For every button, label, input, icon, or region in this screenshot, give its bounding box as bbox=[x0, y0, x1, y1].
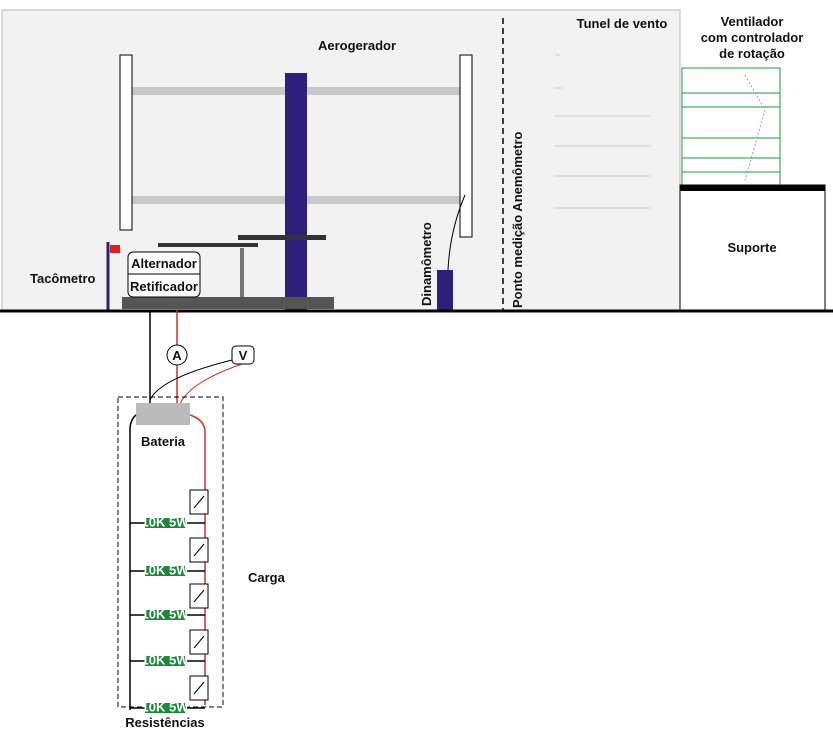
switch-blade bbox=[193, 495, 205, 509]
switch-blade bbox=[193, 635, 205, 649]
fan-label: com controlador bbox=[701, 30, 804, 45]
frame bbox=[119, 54, 133, 231]
alternator-label: Alternador bbox=[131, 256, 197, 271]
battery-label: Bateria bbox=[141, 434, 186, 449]
ammeter bbox=[166, 344, 188, 366]
dynamometer-label: Dinamômetro bbox=[419, 222, 434, 306]
resistor-label: 10K 5W bbox=[142, 607, 190, 622]
resistor-label: 10K 5W bbox=[142, 700, 190, 715]
resistor bbox=[145, 703, 185, 713]
support-label: Suporte bbox=[727, 240, 776, 255]
resistor-group: 10K 5W 10K 5W 10K 5W 10K 5W 10K 5W bbox=[130, 489, 209, 715]
resistor-label: 10K 5W bbox=[142, 653, 190, 668]
switch-blade bbox=[193, 589, 205, 603]
tachometer-label: Tacômetro bbox=[30, 271, 96, 286]
wire bbox=[149, 359, 233, 401]
shaft bbox=[238, 235, 326, 240]
resistor bbox=[145, 518, 185, 528]
resistors-label: Resistências bbox=[125, 715, 205, 730]
resistor-label: 10K 5W bbox=[142, 515, 190, 530]
shaft bbox=[158, 243, 258, 247]
turbine-label: Aerogerador bbox=[318, 38, 396, 53]
support-top bbox=[680, 185, 825, 191]
voltmeter-label: V bbox=[239, 348, 248, 363]
resistor bbox=[145, 566, 185, 576]
load-label: Carga bbox=[248, 570, 286, 585]
resistor bbox=[145, 656, 185, 666]
wire bbox=[129, 414, 137, 710]
fan bbox=[681, 67, 781, 186]
resistor-label: 10K 5W bbox=[142, 563, 190, 578]
resistor bbox=[145, 610, 185, 620]
wire bbox=[179, 363, 243, 405]
fan-label: de rotação bbox=[719, 46, 785, 61]
tunnel-label: Tunel de vento bbox=[577, 16, 668, 31]
wire bbox=[189, 414, 206, 705]
support bbox=[679, 184, 826, 311]
anemometer-label: Ponto medição Anemômetro bbox=[510, 131, 525, 308]
dynamometer bbox=[437, 270, 453, 310]
rectifier-label: Retificador bbox=[130, 279, 198, 294]
dynamometer-cable bbox=[447, 194, 466, 271]
battery bbox=[136, 403, 190, 425]
tachometer-flag bbox=[110, 245, 120, 253]
frame bbox=[459, 54, 473, 238]
ammeter-label: A bbox=[172, 348, 182, 363]
voltmeter bbox=[231, 345, 255, 365]
wind-tunnel bbox=[1, 9, 681, 311]
tower bbox=[285, 73, 307, 310]
wind-arrows bbox=[555, 54, 650, 209]
base bbox=[122, 297, 334, 309]
switch-blade bbox=[193, 543, 205, 557]
switch-blade bbox=[193, 681, 205, 695]
fan-label: Ventilador bbox=[721, 14, 784, 29]
